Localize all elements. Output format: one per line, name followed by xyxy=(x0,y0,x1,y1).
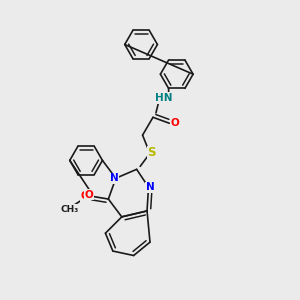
Text: S: S xyxy=(147,146,156,160)
Text: O: O xyxy=(85,190,93,200)
Text: N: N xyxy=(110,173,119,183)
Text: CH₃: CH₃ xyxy=(61,205,79,214)
Text: HN: HN xyxy=(154,93,172,103)
Text: N: N xyxy=(146,182,154,192)
Text: O: O xyxy=(80,191,89,201)
Text: O: O xyxy=(170,118,179,128)
